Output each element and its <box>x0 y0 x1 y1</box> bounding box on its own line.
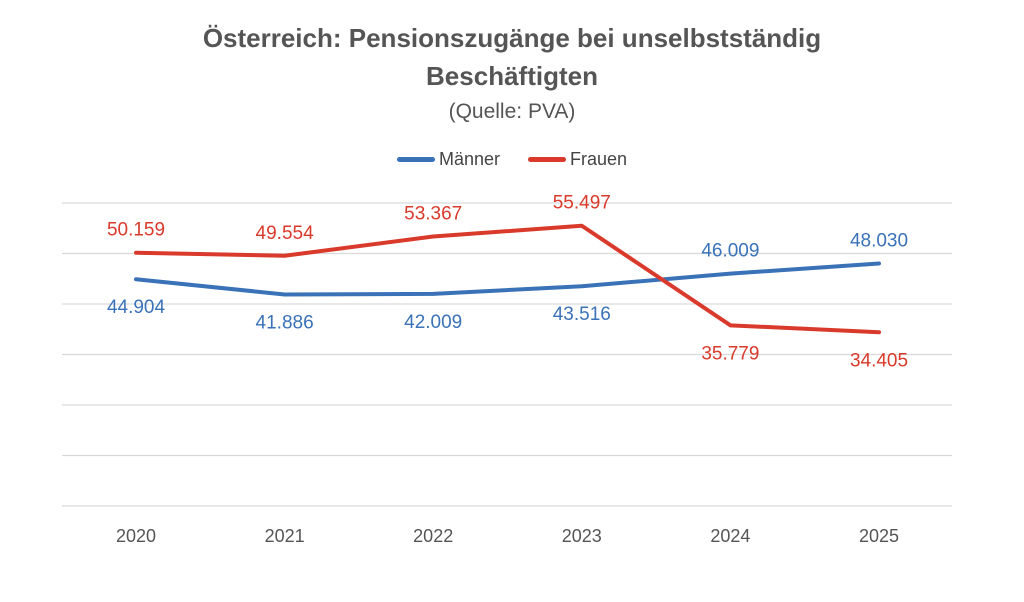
data-label: 44.904 <box>107 297 166 318</box>
data-label: 53.367 <box>404 203 462 224</box>
x-tick-label: 2023 <box>562 526 602 546</box>
x-tick-label: 2024 <box>710 526 750 546</box>
x-tick-label: 2020 <box>116 526 156 546</box>
legend-swatch-frauen <box>527 157 566 162</box>
data-label: 49.554 <box>256 223 315 244</box>
data-label: 41.886 <box>256 312 314 333</box>
legend-swatch-maenner <box>396 157 435 162</box>
chart-legend: Männer Frauen <box>0 149 1024 170</box>
legend-label-maenner: Männer <box>438 149 500 169</box>
data-label: 55.497 <box>553 193 611 214</box>
legend-item-frauen: Frauen <box>527 149 628 170</box>
x-tick-label: 2025 <box>859 526 899 546</box>
data-label: 48.030 <box>850 230 908 251</box>
data-label: 50.159 <box>107 220 165 241</box>
data-label: 35.779 <box>701 343 759 364</box>
series-line-frauen <box>134 223 881 335</box>
data-label: 43.516 <box>553 304 611 325</box>
chart-subtitle: (Quelle: PVA) <box>448 100 576 123</box>
x-tick-label: 2022 <box>413 526 453 546</box>
chart-title-line2: Beschäftigten <box>426 61 598 91</box>
data-label: 42.009 <box>404 312 462 333</box>
chart-title-line1: Österreich: Pensionszugänge bei unselbst… <box>202 23 822 53</box>
series-line-maenner <box>134 261 881 297</box>
legend-label-frauen: Frauen <box>569 149 628 169</box>
data-label: 46.009 <box>701 241 759 262</box>
data-label: 34.405 <box>850 350 908 371</box>
legend-item-maenner: Männer <box>396 149 500 170</box>
x-tick-label: 2021 <box>265 526 305 546</box>
